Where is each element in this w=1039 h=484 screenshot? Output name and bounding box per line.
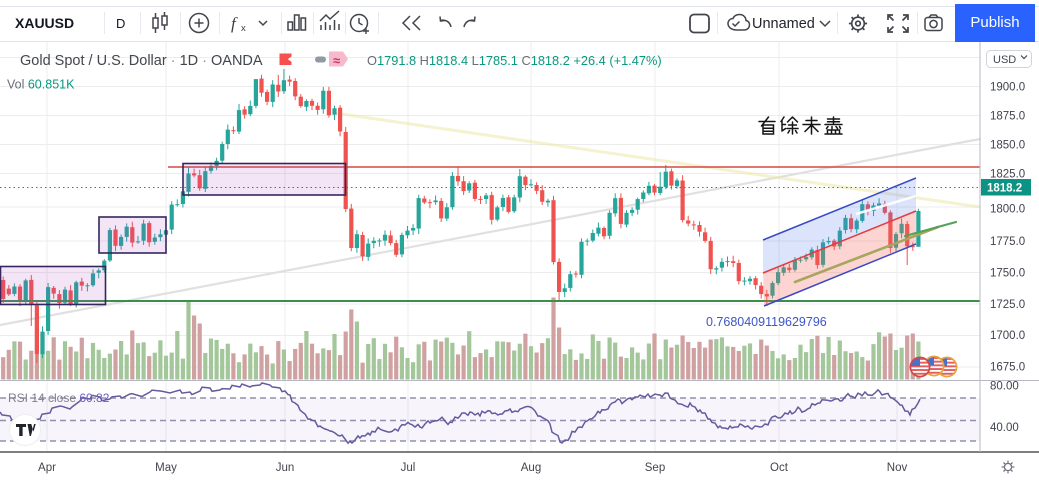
svg-text:x: x	[241, 23, 246, 34]
svg-text:1900.0: 1900.0	[990, 82, 1025, 94]
svg-text:Aug: Aug	[521, 462, 541, 474]
svg-text:0.7680409119629796: 0.7680409119629796	[706, 315, 827, 329]
svg-text:1875.0: 1875.0	[990, 111, 1025, 123]
svg-text:f: f	[231, 14, 238, 33]
svg-text:1675.0: 1675.0	[990, 362, 1025, 374]
svg-text:Oct: Oct	[770, 462, 789, 474]
svg-text:Jul: Jul	[401, 462, 416, 474]
svg-text:80.00: 80.00	[990, 381, 1019, 393]
svg-text:Gold Spot / U.S. Dollar · 1D ·: Gold Spot / U.S. Dollar · 1D · OANDA	[20, 53, 263, 69]
svg-text:May: May	[155, 462, 177, 474]
svg-text:≈: ≈	[333, 53, 340, 68]
svg-text:USD: USD	[993, 54, 1016, 66]
svg-text:Nov: Nov	[887, 462, 908, 474]
svg-text:1750.0: 1750.0	[990, 268, 1025, 280]
svg-text:1818.2: 1818.2	[987, 183, 1022, 195]
svg-text:RSI 14 close 60.82: RSI 14 close 60.82	[8, 391, 110, 405]
svg-text:Jun: Jun	[276, 462, 295, 474]
svg-text:Vol 60.851K: Vol 60.851K	[7, 78, 75, 92]
svg-text:1800.0: 1800.0	[990, 204, 1025, 216]
svg-text:Unnamed: Unnamed	[752, 16, 815, 32]
svg-text:1700.0: 1700.0	[990, 330, 1025, 342]
svg-text:1850.0: 1850.0	[990, 140, 1025, 152]
svg-text:1725.0: 1725.0	[990, 299, 1025, 311]
svg-text:Apr: Apr	[38, 462, 56, 474]
svg-text:1775.0: 1775.0	[990, 236, 1025, 248]
svg-text:O1791.8 H1818.4 L1785.1 C1818.: O1791.8 H1818.4 L1785.1 C1818.2 +26.4 (+…	[367, 53, 662, 68]
svg-text:1825.0: 1825.0	[990, 169, 1025, 181]
svg-text:Sep: Sep	[645, 462, 665, 474]
svg-text:40.00: 40.00	[990, 422, 1019, 434]
